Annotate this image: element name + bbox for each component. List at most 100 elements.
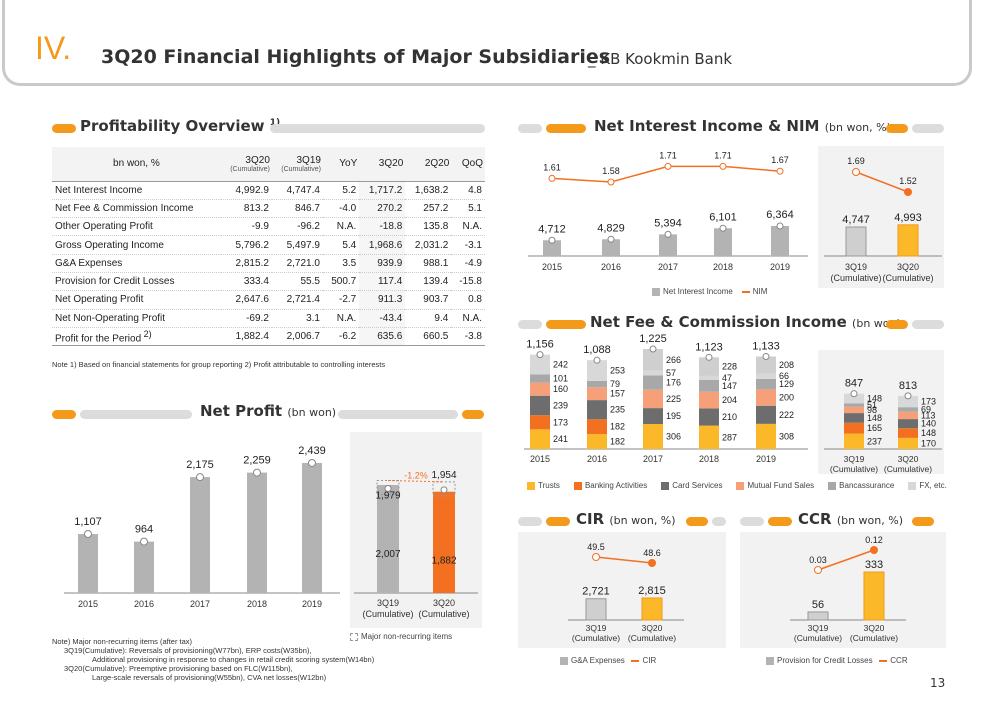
stack-segment (643, 349, 663, 371)
section-divider (912, 320, 944, 329)
table-cell: -4.9 (451, 254, 485, 273)
note-line: 3Q20(Cumulative): Preemptive provisionin… (64, 664, 293, 673)
tick-label: 2018 (247, 599, 267, 609)
data-label: 2,259 (243, 455, 271, 467)
nii-title: Net Interest Income & NIM (bn won, %) (594, 117, 891, 135)
legend-label: FX, etc. (919, 481, 947, 490)
row-label: Net Interest Income (52, 181, 221, 200)
tick-label: (Cumulative) (884, 464, 932, 474)
section-marker (546, 320, 586, 329)
section-divider (80, 410, 192, 419)
stack-segment (587, 360, 607, 381)
segment-label: 306 (666, 432, 681, 442)
net-profit-cum-panel (350, 432, 482, 628)
table-cell: -6.2 (322, 327, 360, 347)
nim-label: 1.58 (602, 166, 620, 176)
table-cell: 5,796.2 (220, 235, 272, 255)
section-marker (912, 517, 934, 526)
table-cell: 939.9 (359, 254, 406, 273)
segment-label: 308 (779, 431, 794, 441)
table-cell: 2,031.2 (405, 235, 452, 255)
segment-label: 98 (867, 405, 877, 415)
stack-segment (898, 437, 918, 449)
bar-marker (253, 468, 261, 477)
bar-marker (536, 351, 544, 359)
note-line: Additional provisioning in response to c… (92, 655, 375, 664)
data-label: 2,007 (375, 549, 400, 560)
table-cell: 2,006.7 (271, 327, 323, 347)
section-marker (886, 320, 908, 329)
table-cell: 117.4 (359, 272, 406, 292)
bar-marker (593, 356, 601, 364)
table-cell: 1,968.6 (359, 235, 406, 255)
bar (659, 234, 677, 256)
segment-label: 170 (921, 438, 936, 448)
stack-segment (587, 434, 607, 449)
tick-label: 2019 (302, 599, 322, 609)
segment-label: 160 (553, 384, 568, 394)
table-cell: 635.6 (359, 327, 406, 347)
segment-label: 239 (553, 400, 568, 410)
stack-segment (898, 395, 918, 408)
tick-label: (Cumulative) (628, 633, 676, 643)
nim-marker (852, 168, 860, 176)
segment-label: 225 (666, 394, 681, 404)
table-cell: -15.8 (451, 272, 485, 292)
bar (433, 491, 455, 593)
stack-segment (756, 378, 776, 390)
segment-label: 195 (666, 411, 681, 421)
table-cell: 2,647.6 (220, 290, 272, 310)
table-cell: -9.9 (220, 217, 272, 237)
stack-segment (699, 375, 719, 380)
segment-label: 148 (921, 428, 936, 438)
bar-marker (607, 235, 615, 243)
segment-label: 200 (779, 393, 794, 403)
ratio-line (595, 556, 653, 564)
change-label: -1.2% (404, 471, 428, 481)
tick-label: (Cumulative) (882, 273, 933, 283)
bar-marker (140, 537, 148, 546)
legend-swatch (527, 481, 535, 490)
legend-label: Card Services (672, 481, 723, 490)
legend-label: Banking Activities (584, 481, 648, 490)
segment-label: 157 (610, 389, 625, 399)
segment-label: 79 (610, 379, 620, 389)
total-label: 813 (899, 380, 917, 392)
tick-label: 3Q20 (898, 454, 919, 464)
table-cell: N.A. (322, 309, 360, 328)
segment-label: 182 (610, 437, 625, 447)
row-label: Profit for the Period 2) (52, 327, 221, 347)
total-label: 847 (845, 378, 863, 390)
table-cell: 55.5 (271, 272, 323, 292)
nim-marker (664, 162, 672, 170)
table-row: Gross Operating Income 5,796.2 5,497.9 5.4 1… (52, 235, 485, 255)
nii-cum-panel (818, 146, 944, 288)
note-line: 3Q19(Cumulative): Reversals of provision… (64, 646, 312, 655)
table-header-cell: QoQ (451, 147, 485, 182)
row-label: Net Non-Operating Profit (52, 309, 221, 328)
table-cell: 1,638.2 (405, 181, 452, 200)
data-label: 6,101 (709, 211, 737, 223)
legend-swatch (573, 481, 582, 490)
table-header-cell: YoY (322, 147, 360, 182)
segment-label: 173 (921, 397, 936, 407)
bar-marker (84, 529, 92, 538)
legend-item: FX, etc. (908, 481, 947, 490)
table-cell: 660.5 (405, 327, 452, 347)
table-cell: 4,992.9 (220, 181, 272, 200)
fee-legend: Trusts Banking Activities Card Services Mut… (527, 481, 961, 490)
section-marker (462, 410, 484, 419)
stack-segment (643, 389, 663, 409)
data-label: 2,439 (298, 445, 326, 457)
table-row: Provision for Credit Losses 333.4 55.5 500.… (52, 272, 485, 292)
ratio-label: 0.03 (809, 555, 827, 565)
segment-label: 208 (779, 360, 794, 370)
segment-label: 222 (779, 410, 794, 420)
total-label: 1,088 (583, 344, 611, 356)
nonrecurring-box (432, 481, 456, 497)
bar-marker (664, 230, 672, 238)
segment-label: 210 (722, 412, 737, 422)
table-cell: -96.2 (271, 217, 323, 237)
bar (714, 228, 732, 256)
bar (302, 463, 322, 593)
